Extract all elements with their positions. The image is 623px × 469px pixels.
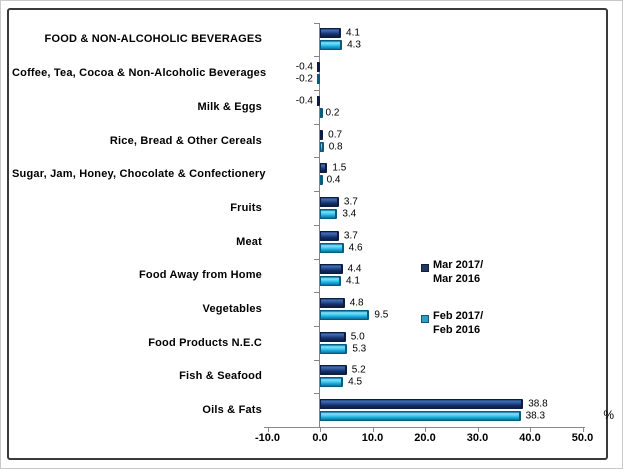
legend-label-mar: Mar 2017/ Mar 2016 [433, 259, 484, 285]
value-label: 0.7 [328, 129, 343, 141]
value-axis-tick-label: -10.0 [254, 432, 281, 445]
value-axis-tick-label: 10.0 [361, 432, 384, 445]
bar-mar [319, 129, 324, 140]
bar-feb [319, 377, 344, 388]
value-label: 5.2 [351, 364, 366, 376]
value-label: 1.5 [332, 162, 347, 174]
value-label: -0.4 [295, 95, 313, 107]
value-label: 4.1 [346, 27, 360, 39]
bar-mar [317, 95, 320, 106]
value-label: 3.7 [343, 230, 358, 242]
value-axis-tick-label: 40.0 [519, 432, 541, 445]
category-axis-tick [314, 90, 319, 91]
legend-swatch-mar [421, 264, 429, 272]
category-axis-tick [314, 56, 319, 58]
value-label: 5.0 [350, 331, 365, 343]
value-axis-tick-label: 20.0 [414, 432, 436, 445]
category-label: Coffee, Tea, Cocoa & Non-Alcoholic Bever… [12, 67, 267, 80]
category-axis-tick [314, 123, 319, 125]
value-label: -0.2 [295, 73, 313, 85]
value-axis-tick-label: 50.0 [571, 432, 594, 445]
bar-feb [319, 107, 323, 118]
category-label: Oils & Fats [202, 404, 262, 417]
category-label: Fish & Seafood [179, 370, 262, 383]
legend-label-feb: Feb 2017/ Feb 2016 [433, 310, 484, 336]
bar-mar [319, 331, 346, 342]
value-label: 0.2 [325, 107, 340, 119]
value-axis-tick [320, 427, 321, 433]
value-label: 4.8 [349, 297, 364, 309]
bar-mar [319, 298, 345, 309]
category-axis-tick [314, 359, 319, 361]
value-axis-tick [425, 427, 426, 433]
category-label: Sugar, Jam, Honey, Chocolate & Confectio… [12, 168, 266, 181]
bar-mar [317, 62, 320, 73]
axis-unit-label: % [603, 408, 614, 422]
value-label: 38.3 [525, 410, 546, 422]
category-label: Vegetables [202, 303, 262, 316]
category-axis-tick [314, 292, 319, 294]
value-axis-line [264, 427, 585, 429]
category-label: Rice, Bread & Other Cereals [109, 134, 262, 147]
bar-feb [319, 175, 323, 186]
value-label: -0.4 [295, 61, 313, 73]
category-axis-tick [314, 191, 319, 193]
bar-mar [319, 28, 342, 39]
bar-mar [319, 163, 328, 174]
value-label: 0.8 [328, 141, 343, 153]
value-label: 4.5 [348, 376, 363, 388]
value-label: 3.7 [343, 196, 358, 208]
category-axis-tick [314, 393, 319, 395]
bar-feb [319, 40, 343, 51]
value-label: 4.6 [348, 242, 363, 254]
legend-swatch-feb [421, 315, 429, 323]
value-axis-tick-label: 0.0 [312, 432, 328, 445]
category-label: FOOD & NON-ALCOHOLIC BEVERAGES [44, 33, 262, 46]
value-label: 0.4 [326, 174, 341, 186]
bar-feb [319, 343, 348, 354]
category-axis-line [319, 22, 320, 428]
chart-frame [7, 8, 608, 460]
bar-feb [319, 411, 521, 422]
value-label: 4.3 [347, 39, 361, 51]
value-label: 4.4 [347, 263, 362, 275]
value-label: 5.3 [352, 343, 367, 355]
value-axis-tick [530, 427, 531, 433]
value-axis-tick-label: 30.0 [466, 432, 489, 445]
bar-feb [319, 276, 342, 287]
value-axis-tick [267, 427, 269, 433]
value-label: 38.8 [528, 398, 548, 410]
value-axis-tick [372, 427, 374, 433]
category-axis-tick [314, 258, 319, 260]
bar-mar [319, 196, 339, 207]
value-axis-tick [582, 427, 584, 433]
category-label: Fruits [230, 201, 262, 214]
value-axis-tick [477, 427, 479, 433]
category-axis-tick [314, 224, 319, 226]
category-axis-tick [314, 325, 319, 327]
bar-feb [317, 74, 320, 85]
bar-feb [319, 141, 324, 152]
category-label: Milk & Eggs [197, 100, 262, 113]
value-label: 9.5 [374, 309, 389, 321]
value-label: 3.4 [342, 208, 357, 220]
bar-mar [319, 399, 524, 410]
category-axis-tick [314, 157, 319, 159]
category-label: Food Products N.E.C [148, 336, 262, 349]
bar-feb [319, 208, 338, 219]
value-label: 4.1 [346, 275, 360, 287]
bar-mar [319, 365, 347, 376]
bar-mar [319, 264, 343, 275]
bar-mar [319, 230, 339, 241]
category-axis-tick [314, 22, 319, 24]
bar-feb [319, 310, 370, 321]
category-label: Meat [236, 235, 262, 248]
category-label: Food Away from Home [139, 269, 262, 282]
bar-feb [319, 242, 344, 253]
